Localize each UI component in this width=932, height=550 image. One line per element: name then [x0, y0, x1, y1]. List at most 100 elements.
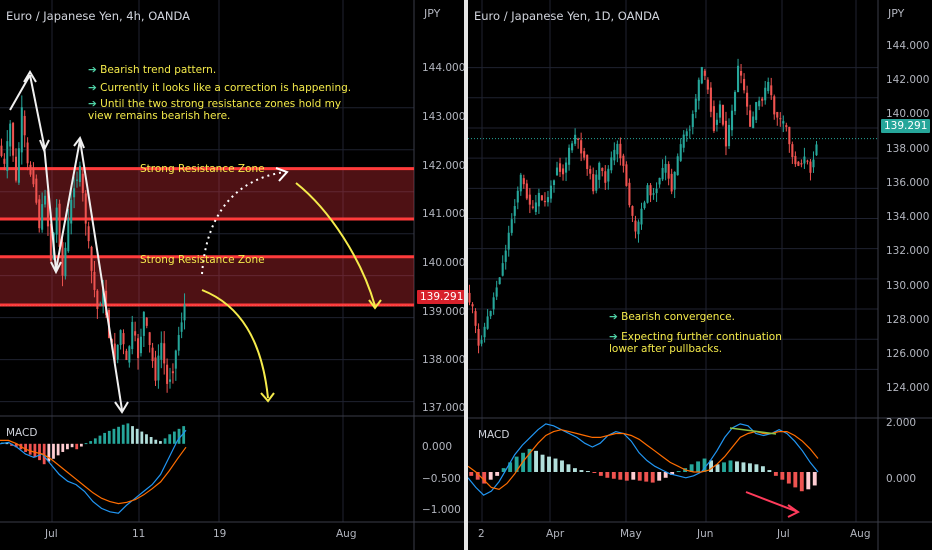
- candle-body: [516, 190, 519, 203]
- candle-body: [583, 151, 586, 158]
- candle-body: [601, 167, 604, 171]
- yellow-arrowhead: [368, 299, 382, 310]
- macd-histogram-bar: [488, 472, 493, 480]
- candle-body: [44, 195, 47, 205]
- candle-body: [519, 174, 522, 192]
- chart-panel-1d[interactable]: Euro / Japanese Yen, 1D, OANDA JPY 144.0…: [468, 0, 932, 550]
- yellow-projection-arrow: [295, 182, 376, 307]
- y-tick: 138.000: [886, 143, 930, 155]
- candle-body: [727, 124, 731, 147]
- candle-body: [682, 134, 685, 148]
- candle-body: [148, 332, 151, 345]
- candle-body: [755, 102, 758, 120]
- panel-divider[interactable]: [464, 0, 468, 550]
- candle-body: [483, 326, 486, 338]
- candle-body: [604, 171, 607, 183]
- candle-body: [163, 343, 166, 364]
- candle-body: [474, 311, 477, 326]
- candle-body: [770, 85, 773, 96]
- macd-histogram-bar: [501, 468, 506, 472]
- candle-body: [498, 277, 501, 285]
- candle-body: [489, 310, 492, 317]
- macd-histogram-bar: [75, 443, 79, 450]
- candle-body: [703, 70, 706, 76]
- macd-histogram-bar: [663, 472, 668, 478]
- candle-body: [61, 242, 64, 276]
- x-tick: May: [620, 528, 642, 540]
- candle-body: [694, 98, 697, 113]
- macd-histogram-bar: [676, 471, 681, 473]
- zigzag-arrow-segment: [9, 74, 31, 111]
- candle-body: [749, 110, 752, 127]
- candle-body: [49, 223, 52, 261]
- macd-histogram-bar: [84, 443, 88, 445]
- candle-body: [733, 92, 737, 112]
- candle-body: [477, 328, 480, 346]
- macd-histogram-bar: [579, 470, 584, 472]
- candle-body: [137, 338, 140, 358]
- candle-body: [145, 317, 148, 326]
- candle-body: [631, 206, 634, 216]
- macd-histogram-bar: [61, 443, 65, 452]
- zigzag-arrow-segment: [43, 144, 57, 271]
- candle-body: [525, 183, 528, 199]
- last-price-badge-1d: 139.291: [881, 119, 931, 133]
- candle-body: [522, 178, 525, 185]
- candle-body: [667, 164, 670, 179]
- macd-histogram-bar: [670, 472, 675, 475]
- candle-body: [32, 167, 35, 185]
- candle-body: [93, 271, 96, 290]
- candle-body: [17, 148, 20, 183]
- candle-body: [87, 226, 90, 242]
- macd-histogram-bar: [806, 472, 811, 490]
- candle-body: [540, 195, 543, 201]
- candle-body: [691, 113, 694, 127]
- chart-canvas-1d[interactable]: [468, 0, 932, 550]
- macd-histogram-bar: [121, 424, 125, 444]
- candle-body: [721, 104, 725, 125]
- candle-body: [709, 87, 712, 112]
- x-tick: Aug: [850, 528, 871, 540]
- x-tick: Apr: [546, 528, 565, 540]
- candle-body: [715, 119, 718, 125]
- yellow-projection-arrow: [201, 289, 269, 399]
- candle-body: [743, 78, 746, 91]
- candle-body: [809, 161, 812, 173]
- candle-body: [14, 156, 18, 181]
- y-tick: 143.000: [422, 111, 464, 123]
- chart-canvas-4h[interactable]: [0, 0, 464, 550]
- candle-body: [102, 288, 105, 305]
- macd-histogram-bar: [741, 462, 746, 472]
- macd-histogram-bar: [637, 472, 642, 481]
- candle-body: [29, 164, 32, 175]
- macd-histogram-bar: [540, 454, 545, 472]
- macd-histogram-bar: [508, 462, 513, 472]
- y-tick: 130.000: [886, 280, 930, 292]
- yellow-arrowhead: [260, 392, 275, 403]
- candle-body: [23, 115, 26, 136]
- candle-body: [794, 155, 797, 165]
- candle-body: [761, 98, 764, 101]
- note-4h-3: ➔ Until the two strong resistance zones …: [88, 98, 342, 122]
- projection-dotted-arrow: [201, 171, 286, 275]
- macd-histogram-bar: [709, 460, 713, 472]
- last-price-badge-4h: 139.291: [417, 290, 464, 304]
- candle-body: [38, 199, 41, 229]
- macd-histogram-bar: [168, 434, 172, 444]
- candle-body: [113, 343, 116, 364]
- macd-histogram-bar: [140, 431, 144, 444]
- candle-body: [131, 321, 134, 350]
- candle-body: [537, 192, 540, 207]
- candle-body: [697, 79, 700, 101]
- y-tick: 142.000: [886, 74, 930, 86]
- candle-body: [598, 162, 601, 180]
- macd-histogram-bar: [585, 471, 590, 473]
- candle-body: [785, 125, 788, 128]
- macd-histogram-bar: [534, 450, 538, 472]
- candle-body: [46, 190, 49, 227]
- chart-panel-4h[interactable]: Euro / Japanese Yen, 4h, OANDA JPY 144.0…: [0, 0, 464, 550]
- note-4h-2: ➔ Currently it looks like a correction i…: [88, 82, 352, 94]
- macd-histogram-bar: [754, 464, 759, 472]
- candle-body: [752, 116, 755, 129]
- macd-histogram-bar: [748, 463, 752, 472]
